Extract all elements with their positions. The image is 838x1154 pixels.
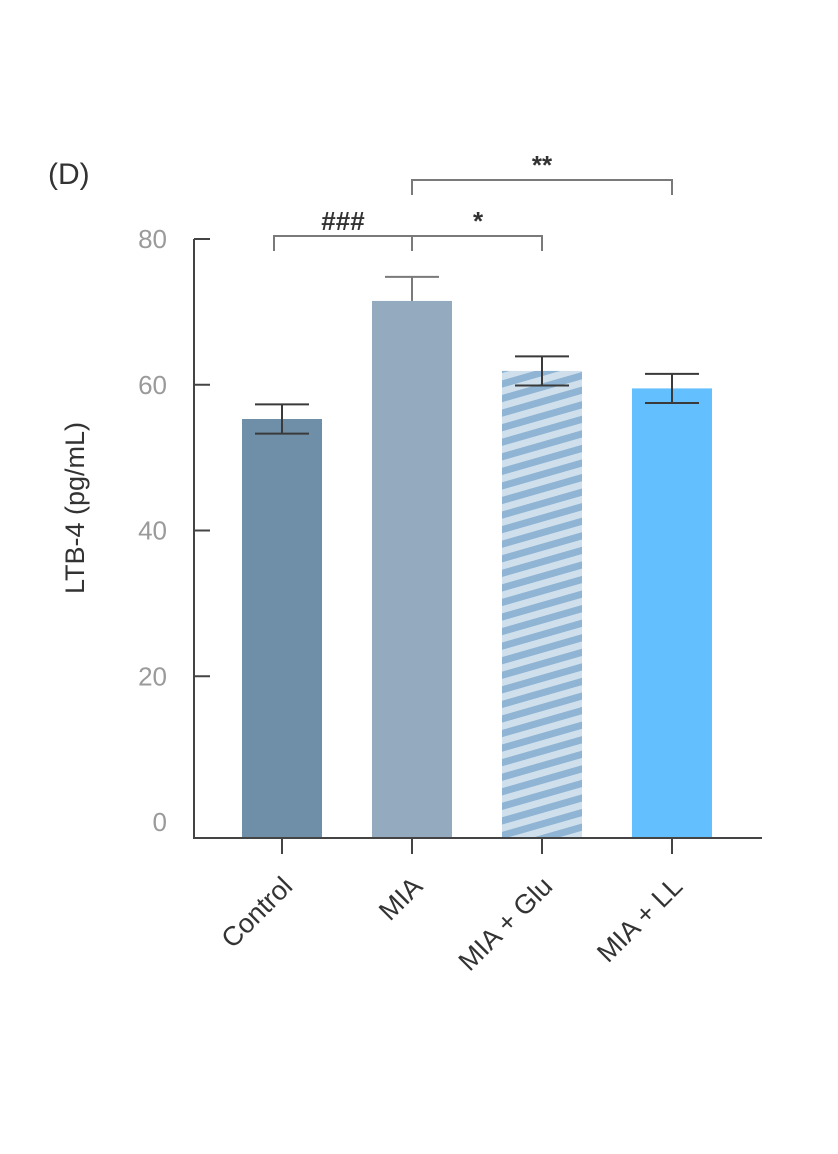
y-ticks: 0 20 40 60 80 [138,224,210,837]
significance-brackets: ### *** [273,150,673,251]
bar-mia [372,300,452,838]
x-tick-label: MIA + LL [591,871,688,968]
axes [193,239,762,839]
x-tick-label: MIA [373,871,428,926]
significance-label: ** [532,150,553,180]
significance-bracket [273,235,413,251]
significance-bracket [411,235,543,251]
y-tick-label: 40 [138,516,167,546]
bar-mia-ll [632,388,712,837]
significance-label: * [473,206,484,236]
y-axis-label: LTB-4 (pg/mL) [60,422,90,594]
x-tick-label: Control [215,871,298,954]
x-ticks: Control MIA MIA + Glu MIA + LL [215,838,688,977]
significance-label: ### [321,206,365,236]
x-tick-label: MIA + Glu [453,871,559,977]
error-bars [255,275,699,435]
y-tick-label: 20 [138,661,167,691]
significance-bracket [411,179,673,195]
y-tick-label: 60 [138,370,167,400]
y-tick-label: 0 [153,807,167,837]
bar-control [242,419,322,837]
y-tick-label: 80 [138,224,167,254]
bar-mia-glu [502,370,582,837]
panel-label: (D) [48,158,90,191]
bars [242,300,712,838]
